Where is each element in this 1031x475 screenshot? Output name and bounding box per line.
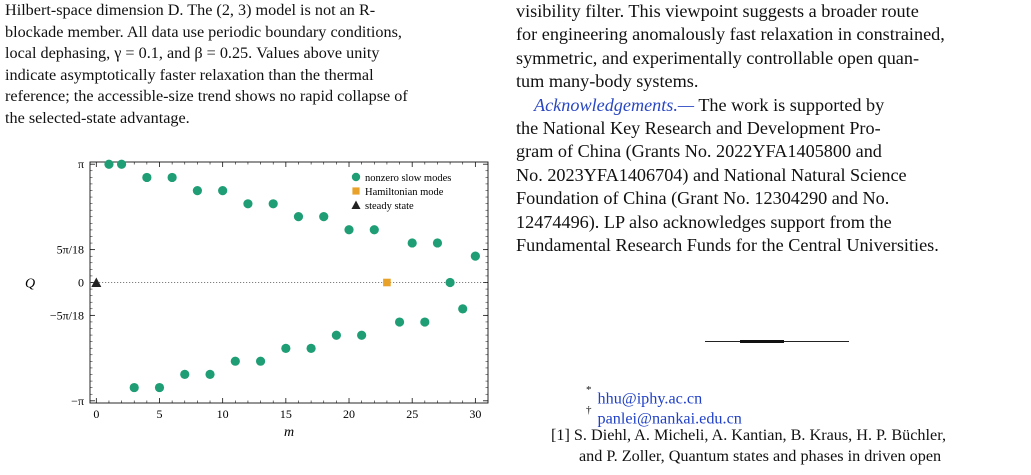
slow-mode-point <box>205 369 215 379</box>
slow-mode-point <box>116 159 127 169</box>
slow-mode-point <box>167 172 177 183</box>
body-line: 12474496). LP also acknowledges support … <box>516 211 892 232</box>
reference-line: and P. Zoller, Quantum states and phases… <box>579 447 942 465</box>
legend-marker-slow <box>351 172 361 182</box>
legend-marker-hamiltonian <box>352 187 360 195</box>
slow-mode-point <box>420 317 430 327</box>
slow-mode-point <box>281 343 291 353</box>
y-axis-label: Q <box>25 277 35 292</box>
hamiltonian-mode-point <box>383 278 391 287</box>
ack-paragraph: Acknowledgements.— The work is supported… <box>516 94 1024 117</box>
y-tick-label: −5π/18 <box>50 308 84 322</box>
legend-label: nonzero slow modes <box>365 173 451 184</box>
footnote-email-1: * hhu@iphy.ac.cn <box>586 384 702 408</box>
body-line: visibility filter. This viewpoint sugges… <box>516 1 919 21</box>
x-tick-label: 25 <box>406 407 418 421</box>
caption-line: reference; the accessible-size trend sho… <box>5 87 408 105</box>
slow-mode-point <box>293 212 304 222</box>
body-line: Fundamental Research Funds for the Centr… <box>516 235 939 256</box>
y-tick-label: −π <box>71 394 84 408</box>
ack-text: The work is supported by <box>694 94 885 115</box>
slow-mode-point <box>180 369 190 379</box>
caption-line: indicate asymptotically faster relaxatio… <box>5 65 374 84</box>
slow-mode-point <box>394 317 405 327</box>
slow-mode-point <box>255 356 266 366</box>
slow-mode-point <box>104 159 114 169</box>
body-line: tum many-body systems. <box>516 71 699 92</box>
caption-line: Hilbert-space dimension D. The (2, 3) mo… <box>5 1 376 19</box>
slow-mode-point <box>192 186 202 196</box>
slow-mode-point <box>344 225 354 235</box>
scatter-chart: 0 5 10 15 20 25 30 −π −5π/18 0 5π/18 π nonzero slow… <box>25 157 489 440</box>
reference-line: S. Diehl, A. Micheli, A. Kantian, B. Kra… <box>573 426 947 444</box>
slow-mode-point <box>230 356 240 366</box>
email-link[interactable]: hhu@iphy.ac.cn <box>597 389 703 408</box>
x-tick-label: 15 <box>280 407 292 421</box>
figure-caption: Hilbert-space dimension D. The (2, 3) mo… <box>0 0 505 129</box>
y-tick-label: 5π/18 <box>57 243 84 257</box>
x-tick-label: 5 <box>156 407 162 421</box>
slow-mode-point <box>268 199 278 209</box>
x-tick-label: 30 <box>469 407 481 421</box>
slow-mode-point <box>331 330 341 340</box>
slow-mode-point <box>218 186 228 196</box>
body-line: No. 2023YFA1406704) and National Natural… <box>516 164 907 185</box>
slow-mode-point <box>432 238 443 248</box>
reference-label: [1] <box>551 426 570 444</box>
body-line: for engineering anomalously fast relaxat… <box>516 24 945 45</box>
body-line: symmetric, and experimentally controllab… <box>516 47 920 68</box>
body-line: gram of China (Grants No. 2022YFA1405800… <box>516 141 882 162</box>
x-tick-label: 0 <box>93 407 99 421</box>
legend-marker-steady <box>351 200 361 209</box>
slow-mode-point <box>458 304 468 314</box>
slow-mode-point <box>407 238 417 248</box>
slow-mode-point <box>129 382 139 393</box>
x-axis-label: m <box>284 425 294 440</box>
y-tick-label: π <box>78 157 84 171</box>
body-line: the National Key Research and Developmen… <box>516 118 881 139</box>
footnote-email-2: † panlei@nankai.edu.cn <box>586 404 742 428</box>
footnote-rule-accent <box>740 340 784 343</box>
slow-mode-point <box>445 277 455 288</box>
slow-mode-point <box>319 212 329 222</box>
caption-line: the selected-state advantage. <box>5 108 190 127</box>
body-text: visibility filter. This viewpoint sugges… <box>516 0 1024 257</box>
legend-label: Hamiltonian mode <box>365 187 444 198</box>
ack-heading: Acknowledgements.— <box>534 94 695 115</box>
y-tick-label: 0 <box>78 276 84 290</box>
slow-mode-point <box>243 199 253 209</box>
footnote-mark: * <box>586 384 592 396</box>
x-tick-label: 10 <box>217 407 229 421</box>
slow-mode-point <box>142 172 152 183</box>
footnote-mark: † <box>586 404 592 416</box>
left-column: Hilbert-space dimension D. The (2, 3) mo… <box>0 0 505 129</box>
x-tick-label: 20 <box>343 407 355 421</box>
legend-label: steady state <box>365 201 414 212</box>
slow-mode-point <box>154 382 165 393</box>
caption-line: local dephasing, γ = 0.1, and β = 0.25. … <box>5 44 380 62</box>
reference-1: [1] S. Diehl, A. Micheli, A. Kantian, B.… <box>551 425 1026 467</box>
email-link[interactable]: panlei@nankai.edu.cn <box>597 409 742 428</box>
slow-mode-point <box>369 225 379 235</box>
slow-mode-point <box>306 343 316 353</box>
slow-mode-point <box>357 330 367 340</box>
steady-state-point <box>91 277 102 287</box>
figure-panel: 0 5 10 15 20 25 30 −π −5π/18 0 5π/18 π nonzero slow… <box>0 150 505 470</box>
caption-line: blockade member. All data use periodic b… <box>5 22 402 41</box>
body-line: Foundation of China (Grant No. 12304290 … <box>516 188 890 209</box>
slow-mode-point <box>470 251 480 261</box>
